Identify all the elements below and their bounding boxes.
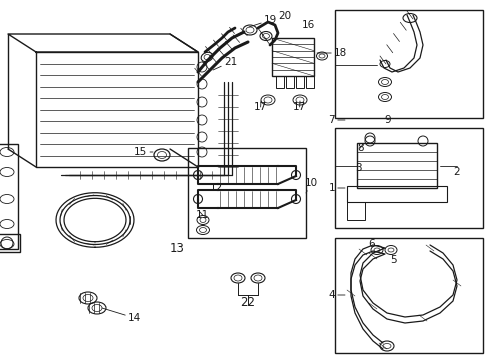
Text: 4: 4 [328,290,345,300]
Text: 16: 16 [302,20,315,30]
Bar [334,10,482,118]
Text: 6: 6 [367,239,374,252]
Text: 18: 18 [316,48,346,58]
Bar [334,238,482,353]
Text: 17: 17 [253,101,267,112]
Text: 10: 10 [305,178,318,193]
Text: 2: 2 [452,167,459,177]
Text: 8: 8 [356,143,363,153]
Bar [0,234,20,252]
Bar [305,76,313,88]
Text: 20: 20 [278,11,290,21]
Bar [0,144,18,249]
Text: 11: 11 [196,210,209,220]
Text: 9: 9 [383,115,390,125]
Text: 17: 17 [292,101,305,112]
Text: 1: 1 [328,183,345,193]
Text: 15: 15 [134,147,153,157]
Bar [346,186,446,202]
Text: 22: 22 [240,296,255,309]
Bar [187,148,305,238]
Bar [285,76,293,88]
Text: 13: 13 [170,242,184,255]
Text: 14: 14 [102,308,141,323]
Bar [275,76,284,88]
Text: 19: 19 [248,15,277,27]
Bar [334,128,482,228]
Bar [271,38,313,76]
Text: 7: 7 [328,115,345,125]
Bar [356,143,436,188]
Text: 12: 12 [209,183,223,193]
Text: 3: 3 [354,163,361,173]
Text: 5: 5 [389,255,396,265]
Text: 21: 21 [213,57,237,70]
Bar [295,76,304,88]
Bar [346,202,364,220]
